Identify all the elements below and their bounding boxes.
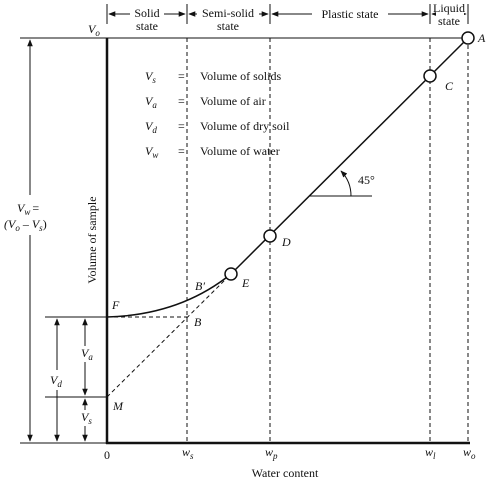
vd-label: Vd (50, 373, 62, 389)
point-label: C (445, 79, 454, 93)
state-label: Solid (134, 6, 159, 20)
point-label: D (281, 235, 291, 249)
point-label: F (111, 298, 120, 312)
state-label: state (136, 19, 158, 33)
point-label: B′ (195, 279, 205, 293)
state-label: state (438, 14, 460, 28)
x-axis-title: Water content (252, 466, 319, 480)
x-tick-label: ws (182, 445, 194, 461)
angle-label: 45° (358, 173, 375, 187)
x-labels: 0 ws wp wl wo Water content (104, 445, 476, 480)
vw-expression: (Vo – Vs) (4, 217, 47, 233)
vs-label: Vs (81, 410, 92, 426)
legend: Vs = Volume of solids Va = Volume of air Vd =… (145, 69, 290, 160)
legend-entry: Va = Volume of air (145, 94, 266, 110)
state-label: Semi-solid (202, 6, 254, 20)
header: Solid state Semi-solid state Plastic sta… (106, 0, 469, 33)
vo-label: Vo (88, 22, 100, 38)
shrinkage-curve (106, 273, 232, 318)
x-tick-label: wo (463, 445, 476, 461)
point-label: A (477, 31, 486, 45)
va-label: Va (81, 346, 93, 362)
extension-line (106, 273, 232, 398)
x-tick-label: wl (425, 445, 436, 461)
vw-label: Vw = (17, 201, 39, 217)
point (423, 69, 437, 83)
point (224, 267, 238, 281)
legend-entry: Vd = Volume of dry soil (145, 119, 290, 135)
legend-entry: Vs = Volume of solids (145, 69, 281, 85)
point-label: M (112, 399, 124, 413)
point (263, 229, 277, 243)
dimensions: Vo Vw = (Vo – Vs) Vd Va Vs Volume of samp… (4, 22, 107, 444)
curve: A C D E B′ B F M 45° (106, 31, 486, 413)
point-label: B (194, 315, 202, 329)
point-label: E (241, 276, 250, 290)
y-axis-title: Volume of sample (85, 196, 99, 283)
x-tick-label: wp (265, 445, 278, 461)
point (461, 31, 475, 45)
state-label: Plastic state (322, 7, 379, 21)
state-label: state (217, 19, 239, 33)
angle-arc (340, 170, 352, 197)
state-label: Liquid (433, 1, 465, 15)
origin-label: 0 (104, 448, 110, 462)
axes (20, 37, 470, 445)
legend-entry: Vw = Volume of water (145, 144, 280, 160)
